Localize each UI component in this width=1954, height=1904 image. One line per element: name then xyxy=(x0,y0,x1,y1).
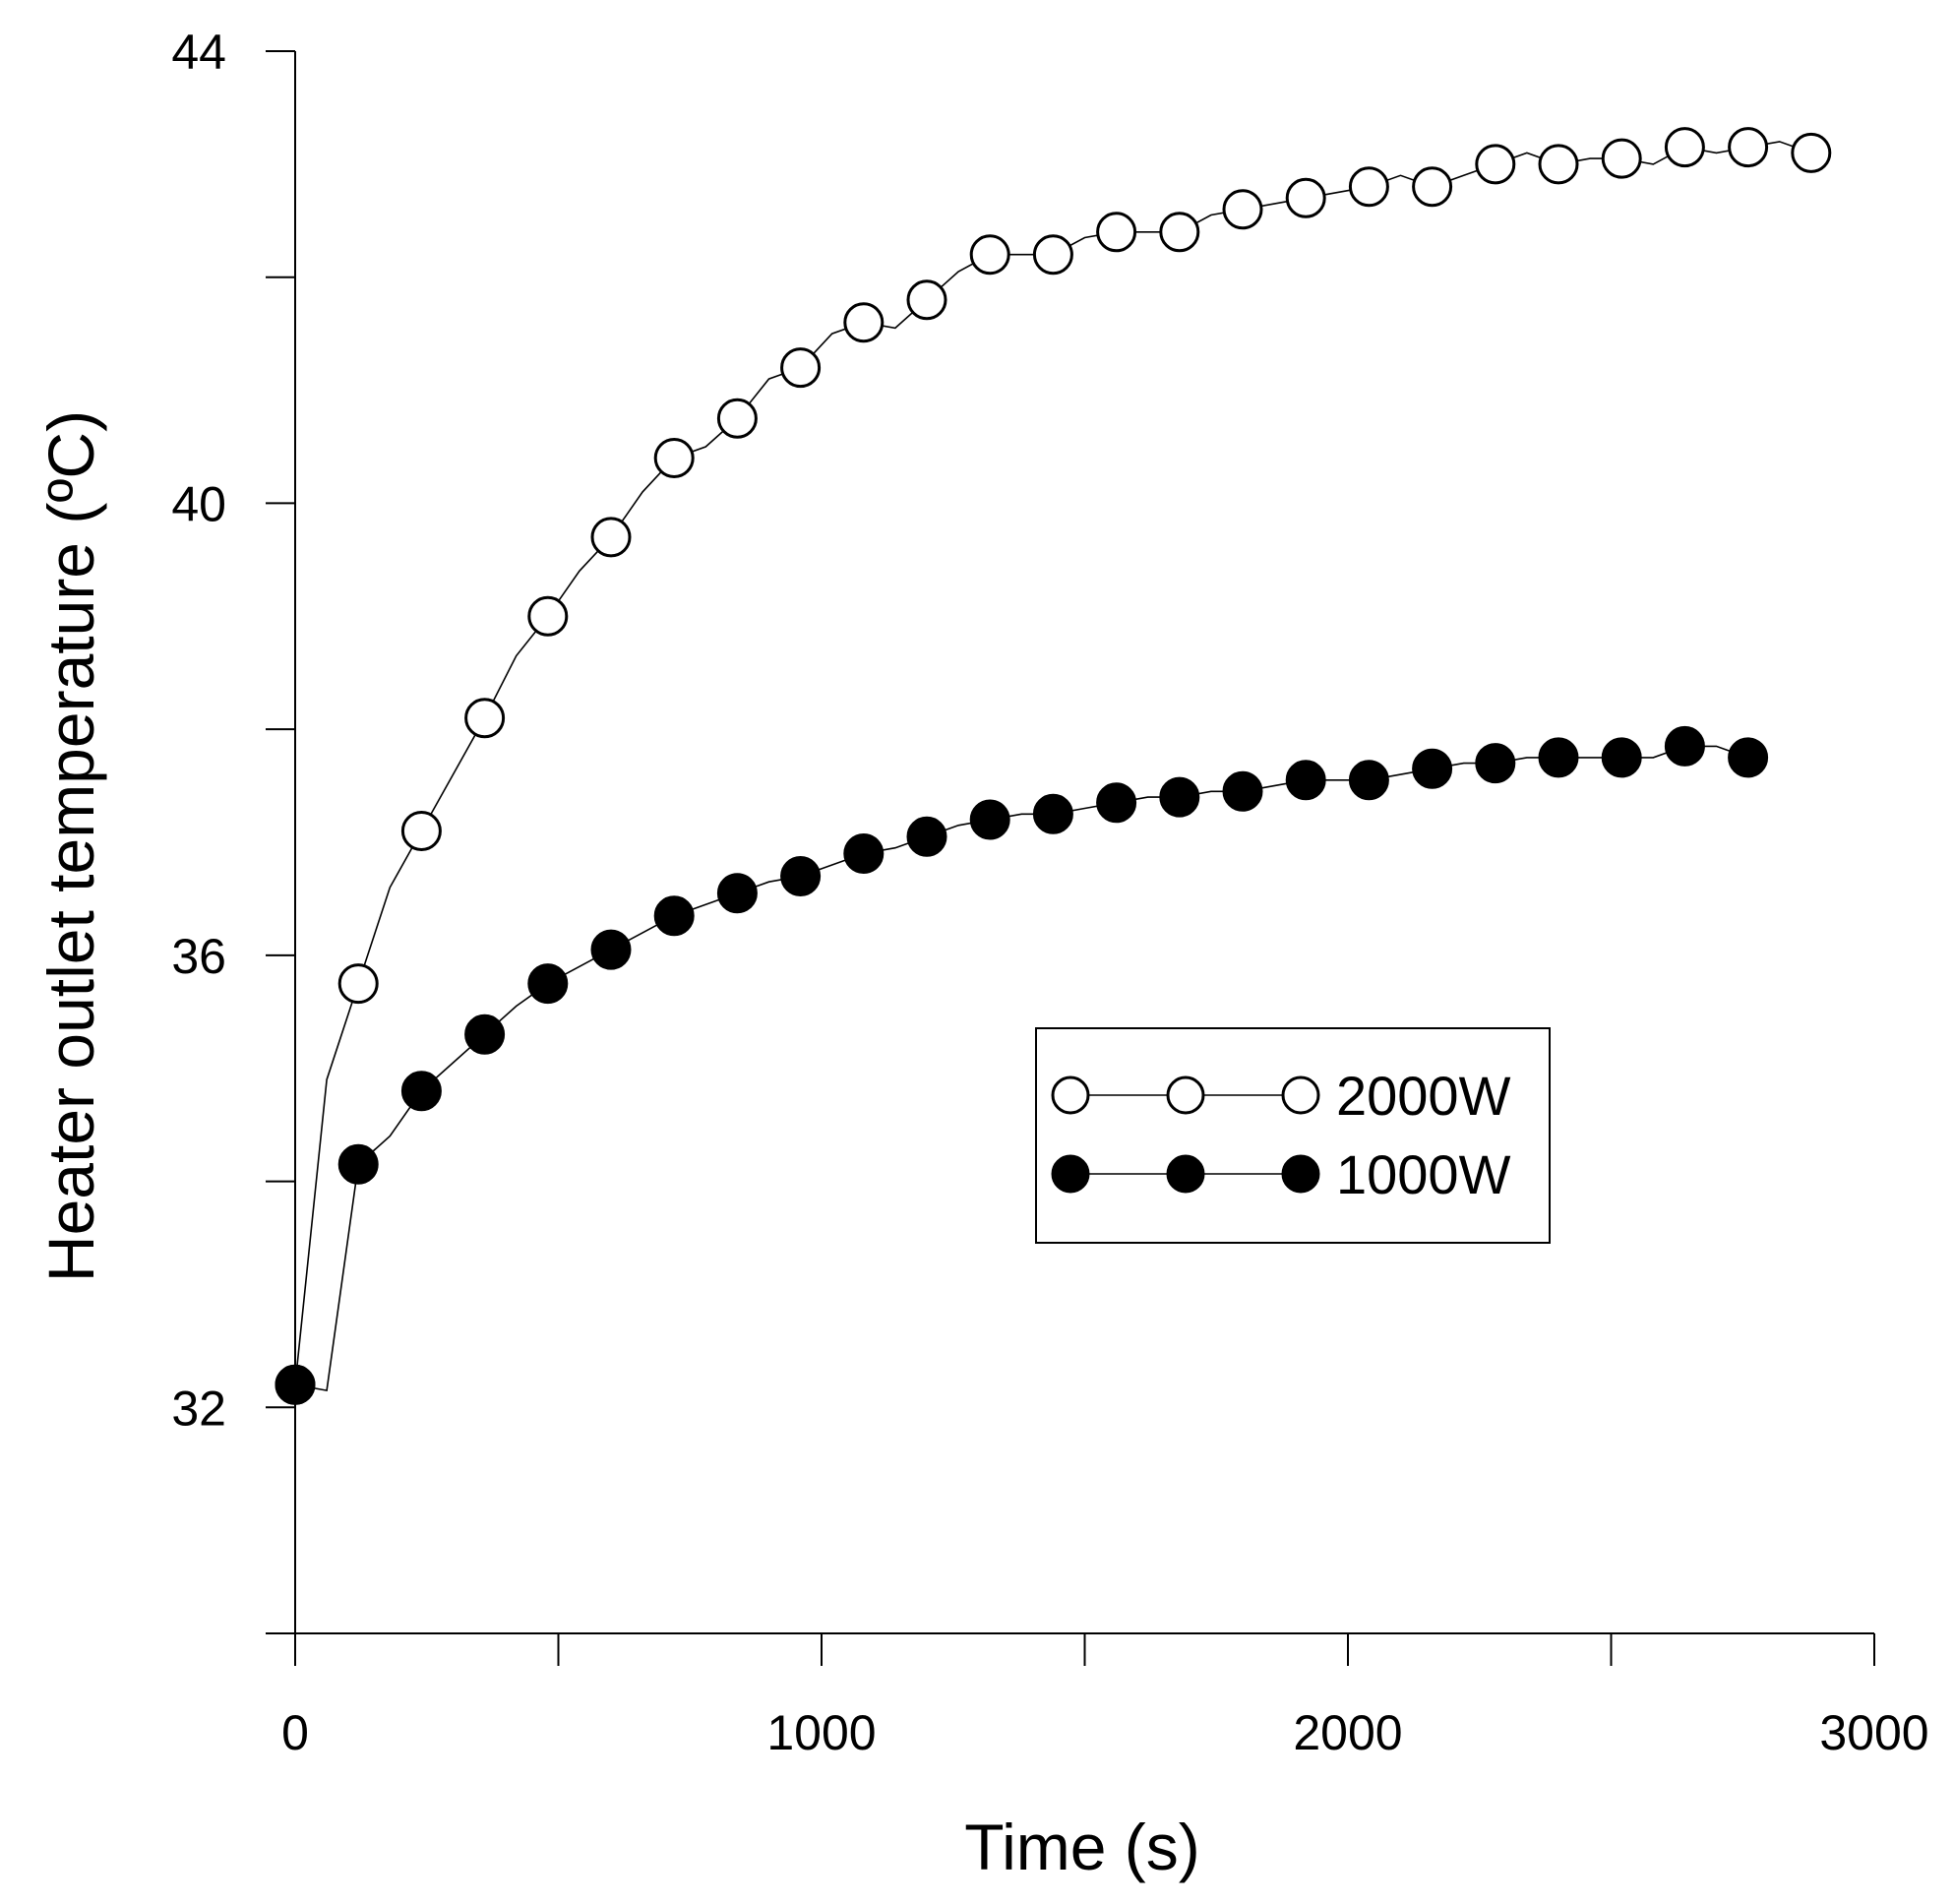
point-2000w xyxy=(1664,127,1705,168)
x-tick-label: 1000 xyxy=(766,1705,876,1760)
point-2000w xyxy=(1032,234,1073,276)
point-2000w xyxy=(969,234,1010,276)
point-1000w xyxy=(1032,793,1073,834)
legend-marker-1000w xyxy=(1166,1154,1205,1194)
point-2000w xyxy=(1096,212,1137,253)
axes xyxy=(294,51,1874,1634)
x-tick-label: 2000 xyxy=(1293,1705,1402,1760)
y-tick-label: 36 xyxy=(171,929,226,984)
point-2000w xyxy=(400,811,442,851)
point-1000w xyxy=(1222,770,1263,812)
point-2000w xyxy=(653,438,695,478)
legend-label-1000w: 1000W xyxy=(1336,1143,1511,1205)
point-1000w xyxy=(653,895,695,937)
x-tick-label: 3000 xyxy=(1819,1705,1928,1760)
y-tick-label: 44 xyxy=(171,25,226,80)
point-1000w xyxy=(1538,737,1579,778)
point-2000w xyxy=(464,698,506,739)
legend-entries: 2000W 1000W xyxy=(1051,1065,1511,1205)
tick-labels: 0 1000 2000 3000 32 36 40 44 xyxy=(171,25,1928,1760)
point-2000w xyxy=(1475,144,1516,185)
legend-marker-1000w xyxy=(1051,1154,1090,1194)
point-1000w xyxy=(337,1143,379,1185)
series-2000w xyxy=(275,127,1832,1405)
point-1000w xyxy=(1728,737,1769,778)
y-tick-label: 40 xyxy=(171,476,226,531)
point-1000w xyxy=(1096,782,1137,824)
legend-marker-2000w xyxy=(1281,1075,1320,1115)
y-axis-title: Heater outlet temperature (ºC) xyxy=(34,410,107,1282)
point-2000w xyxy=(716,398,758,439)
x-axis-title: Time (s) xyxy=(964,1811,1200,1883)
point-1000w xyxy=(843,833,885,874)
point-2000w xyxy=(780,347,822,389)
point-2000w xyxy=(527,595,569,637)
point-2000w xyxy=(1728,127,1769,168)
legend-marker-2000w xyxy=(1051,1075,1090,1115)
point-2000w xyxy=(1601,138,1642,179)
x-tick-label: 0 xyxy=(281,1705,309,1760)
point-1000w xyxy=(716,873,758,914)
point-2000w xyxy=(590,517,632,558)
legend-label-2000w: 2000W xyxy=(1336,1065,1511,1127)
point-1000w xyxy=(590,929,632,970)
point-2000w xyxy=(1538,144,1579,185)
point-1000w xyxy=(1348,760,1389,801)
point-1000w xyxy=(1601,737,1642,778)
point-2000w xyxy=(1159,212,1200,253)
point-1000w xyxy=(527,963,569,1005)
series-1000w xyxy=(275,725,1769,1405)
point-1000w xyxy=(1159,776,1200,818)
legend-entry-1000w: 1000W xyxy=(1051,1143,1511,1205)
point-1000w xyxy=(1285,760,1326,801)
point-2000w xyxy=(1348,166,1389,208)
point-2000w xyxy=(1791,132,1832,173)
legend: 2000W 1000W xyxy=(1035,1027,1551,1244)
point-2000w xyxy=(1222,189,1263,230)
legend-box xyxy=(1035,1027,1551,1244)
point-2000w xyxy=(337,963,379,1005)
point-1000w xyxy=(906,816,947,857)
legend-marker-1000w xyxy=(1281,1154,1320,1194)
point-1000w xyxy=(780,856,822,896)
point-1000w xyxy=(1412,748,1453,789)
series-layer xyxy=(275,127,1832,1405)
point-1000w xyxy=(400,1071,442,1112)
point-1000w xyxy=(1664,725,1705,767)
point-1000w xyxy=(464,1013,506,1055)
point-2000w xyxy=(906,279,947,321)
y-tick-label: 32 xyxy=(171,1381,226,1436)
point-2000w xyxy=(843,302,885,343)
point-1000w xyxy=(969,799,1010,840)
point-1000w xyxy=(1475,743,1516,784)
legend-entry-2000w: 2000W xyxy=(1051,1065,1511,1127)
point-2000w xyxy=(1412,166,1453,208)
legend-marker-2000w xyxy=(1166,1075,1205,1115)
ticks xyxy=(266,50,1875,1666)
point-2000w xyxy=(1285,177,1326,218)
point-1000w xyxy=(275,1364,316,1405)
